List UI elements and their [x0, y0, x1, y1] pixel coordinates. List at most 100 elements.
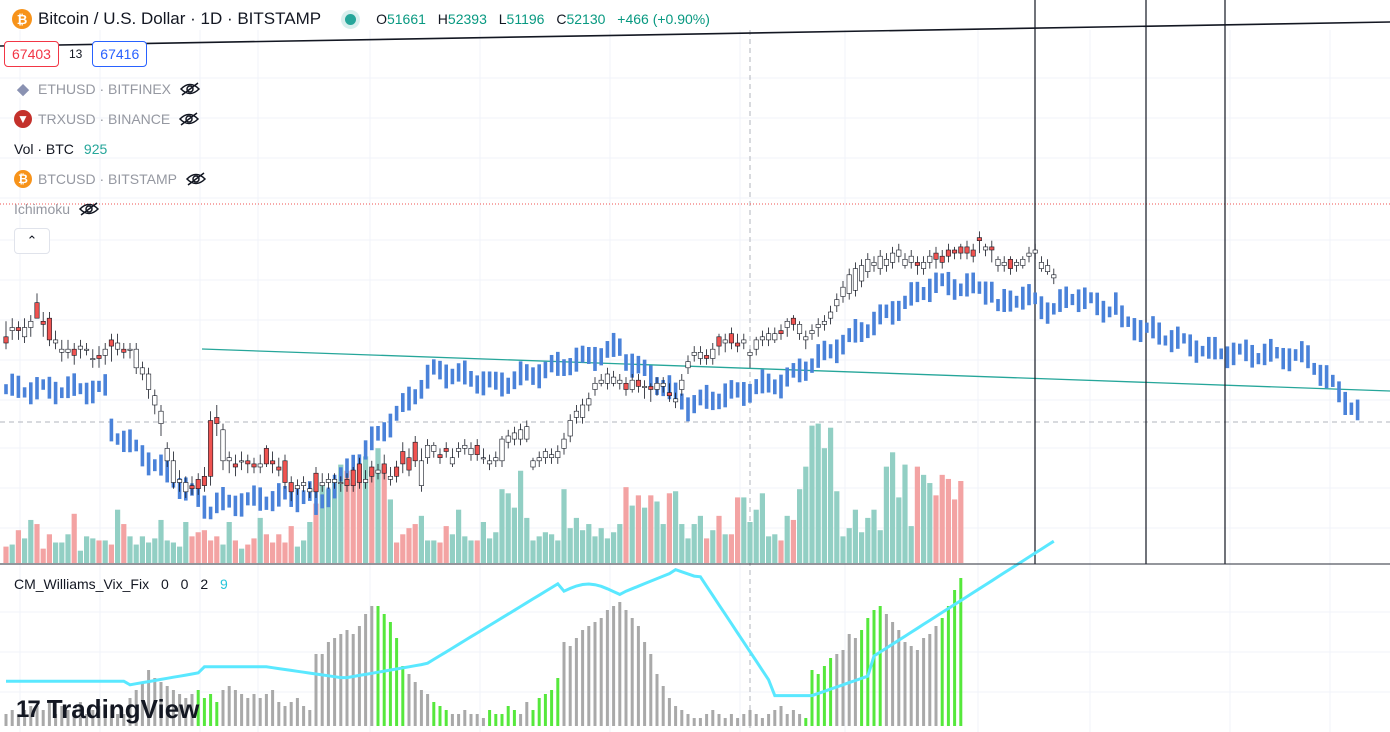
wvf-bar — [432, 702, 436, 726]
overlay-bar — [10, 373, 14, 396]
wvf-bar — [667, 698, 671, 726]
tradingview-logo[interactable]: 17 TradingView — [16, 694, 199, 725]
candle-up — [921, 262, 927, 269]
wvf-bar — [767, 714, 771, 726]
volume-bar — [871, 509, 877, 563]
volume-bar — [914, 466, 920, 563]
volume-bar — [53, 542, 59, 563]
candle-up — [518, 429, 524, 440]
volume-bar — [195, 532, 201, 563]
symbol-header[interactable]: ₿ Bitcoin / U.S. Dollar · 1D · BITSTAMP … — [12, 8, 718, 30]
candle-up — [536, 457, 542, 462]
wvf-bar — [562, 642, 566, 726]
market-status-icon[interactable] — [345, 13, 357, 25]
overlay-bar — [1194, 340, 1199, 363]
overlay-bar — [1207, 336, 1211, 359]
overlay-bar — [494, 371, 498, 390]
candle-up — [821, 320, 827, 325]
overlay-bar — [475, 375, 479, 394]
wvf-bar — [23, 710, 27, 726]
volume-bar — [307, 522, 313, 563]
overlay-bar — [841, 334, 845, 355]
volume-bar — [846, 528, 852, 563]
volume-bar — [927, 483, 933, 563]
overlay-bar — [295, 488, 300, 513]
volume-bar — [759, 493, 765, 563]
volume-bar — [394, 542, 400, 563]
indicator-legend[interactable]: CM_Williams_Vix_Fix 0 0 2 9 — [14, 576, 228, 592]
legend-btcusd[interactable]: ₿ BTCUSD · BITSTAMP — [14, 169, 207, 189]
wvf-bar — [903, 642, 907, 726]
wvf-bar — [922, 638, 926, 726]
overlay-bar — [1324, 365, 1329, 389]
overlay-bar — [649, 365, 653, 390]
volume-bar — [673, 491, 679, 563]
candle-up — [555, 451, 561, 458]
overlay-bar — [1250, 344, 1254, 368]
volume-bar — [102, 540, 108, 563]
overlay-bar — [531, 367, 535, 385]
overlay-bar — [1244, 339, 1248, 362]
legend-volume[interactable]: Vol · BTC 925 — [14, 139, 107, 159]
overlay-bar — [692, 395, 696, 414]
legend-ethusd[interactable]: ◆ ETHUSD · BITFINEX — [14, 79, 201, 99]
overlay-bar — [16, 375, 21, 398]
wvf-bar — [320, 654, 324, 726]
volume-bar — [108, 544, 114, 563]
overlay-bar — [41, 379, 45, 390]
overlay-bar — [1039, 296, 1044, 320]
symbol-title[interactable]: Bitcoin / U.S. Dollar · 1D · BITSTAMP — [38, 9, 322, 28]
volume-bar — [648, 495, 654, 563]
wvf-bar — [934, 626, 938, 726]
legend-ichimoku[interactable]: Ichimoku — [14, 199, 100, 219]
volume-bar — [146, 542, 152, 563]
candle-up — [629, 379, 635, 390]
wvf-bar — [475, 714, 479, 726]
wvf-bar — [928, 634, 932, 726]
overlay-bar — [134, 439, 138, 452]
buy-button[interactable]: 67416 — [92, 41, 148, 67]
candle-down — [976, 237, 982, 242]
overlay-bar — [599, 348, 603, 366]
wvf-bar — [91, 710, 95, 726]
candle-down — [735, 342, 741, 347]
candle-up — [363, 479, 369, 483]
sell-button[interactable]: 67403 — [4, 41, 59, 67]
collapse-legend-button[interactable]: ⌃ — [14, 228, 50, 254]
volume-bar — [766, 536, 772, 563]
candle-up — [759, 336, 765, 341]
overlay-bar — [636, 355, 641, 374]
volume-bar — [189, 536, 195, 563]
wvf-bar — [891, 622, 895, 726]
volume-bar — [412, 524, 418, 563]
volume-bar — [505, 493, 511, 563]
volume-bar — [865, 517, 871, 563]
eye-hidden-icon[interactable] — [178, 112, 200, 126]
eye-hidden-icon[interactable] — [185, 172, 207, 186]
volume-bar — [728, 534, 734, 563]
wvf-bar — [506, 706, 510, 726]
eye-hidden-icon[interactable] — [179, 82, 201, 96]
wvf-bar — [841, 650, 845, 726]
wvf-bar — [630, 618, 634, 726]
volume-bar — [896, 497, 902, 563]
eye-hidden-icon[interactable] — [78, 202, 100, 216]
candle-up — [660, 382, 666, 387]
legend-trxusd[interactable]: ▼ TRXUSD · BINANCE — [14, 109, 200, 129]
overlay-bar — [196, 486, 200, 507]
overlay-bar — [487, 371, 492, 388]
volume-bar — [245, 544, 251, 563]
wvf-bar — [314, 654, 318, 726]
volume-bar — [716, 515, 722, 563]
volume-bar — [480, 522, 486, 563]
wvf-bar — [674, 706, 678, 726]
candle-up — [77, 345, 83, 350]
overlay-bar — [785, 367, 789, 387]
candle-down — [406, 457, 412, 471]
candle-up — [28, 320, 34, 328]
overlay-bar — [103, 374, 107, 396]
volume-bar — [704, 538, 710, 563]
candle-down — [46, 317, 52, 341]
overlay-bar — [1120, 305, 1124, 328]
